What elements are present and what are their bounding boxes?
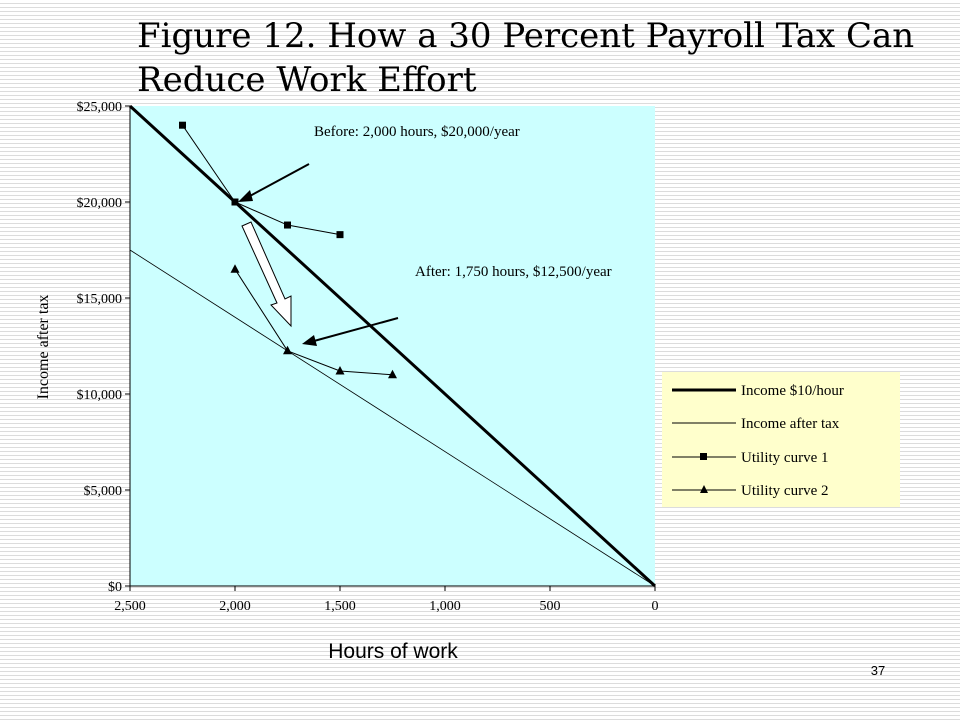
pointer-arrow-before [238, 163, 310, 202]
x-tick-label: 2,000 [219, 599, 251, 614]
x-tick-labels: 2,500 2,000 1,500 1,000 500 0 [114, 586, 659, 614]
y-axis-title: Income after tax [35, 295, 52, 400]
y-tick-label: $20,000 [77, 196, 123, 211]
y-tick-label: $0 [108, 580, 122, 595]
legend: Income $10/hour Income after tax Utility… [662, 372, 900, 507]
square-point [336, 231, 344, 239]
square-point [231, 198, 239, 206]
x-tick-label: 2,500 [114, 599, 146, 614]
square-point [179, 121, 186, 129]
triangle-point [388, 369, 397, 379]
triangle-point [230, 264, 240, 273]
legend-label: Income after tax [741, 416, 840, 432]
series-line [129, 249, 656, 587]
page-number: 37 [870, 663, 886, 678]
pointer-arrow-after [302, 317, 399, 346]
square-marker-icon [700, 453, 707, 460]
series-line [182, 124, 341, 236]
series-line [234, 268, 393, 376]
x-tick-label: 0 [652, 599, 659, 614]
legend-item-income-after-tax: Income after tax [672, 416, 840, 432]
series-line [128, 104, 657, 588]
shift-arrow [241, 221, 292, 328]
series-layer [128, 104, 657, 588]
slide-title: Figure 12. How a 30 Percent Payroll Tax … [137, 16, 915, 100]
legend-item-income-10: Income $10/hour [672, 383, 844, 399]
y-tick-labels: $0 $5,000 $10,000 $15,000 $20,000 $25,000 [77, 100, 130, 595]
legend-label: Income $10/hour [741, 383, 844, 399]
y-tick-label: $15,000 [77, 292, 123, 307]
legend-item-utility-2: Utility curve 2 [672, 483, 828, 499]
series-4 [230, 264, 397, 379]
triangle-point [335, 365, 345, 375]
triangle-marker-icon [700, 485, 708, 493]
square-point [284, 221, 291, 229]
axes-layer [129, 106, 655, 587]
triangle-point [283, 345, 292, 355]
y-tick-label: $25,000 [77, 100, 123, 115]
series-1 [128, 104, 657, 588]
legend-box [662, 372, 900, 507]
series-2 [129, 249, 656, 587]
series-3 [179, 121, 344, 239]
x-tick-label: 1,000 [429, 599, 461, 614]
legend-item-utility-1: Utility curve 1 [672, 450, 828, 466]
legend-label: Utility curve 2 [741, 483, 828, 499]
y-tick-label: $10,000 [77, 388, 123, 403]
annotation-after: After: 1,750 hours, $12,500/year [415, 264, 612, 280]
annotation-before: Before: 2,000 hours, $20,000/year [314, 124, 520, 140]
legend-label: Utility curve 1 [741, 450, 828, 466]
x-tick-label: 500 [540, 599, 561, 614]
x-tick-label: 1,500 [324, 599, 356, 614]
x-axis-title: Hours of work [328, 640, 458, 663]
y-tick-label: $5,000 [84, 484, 123, 499]
